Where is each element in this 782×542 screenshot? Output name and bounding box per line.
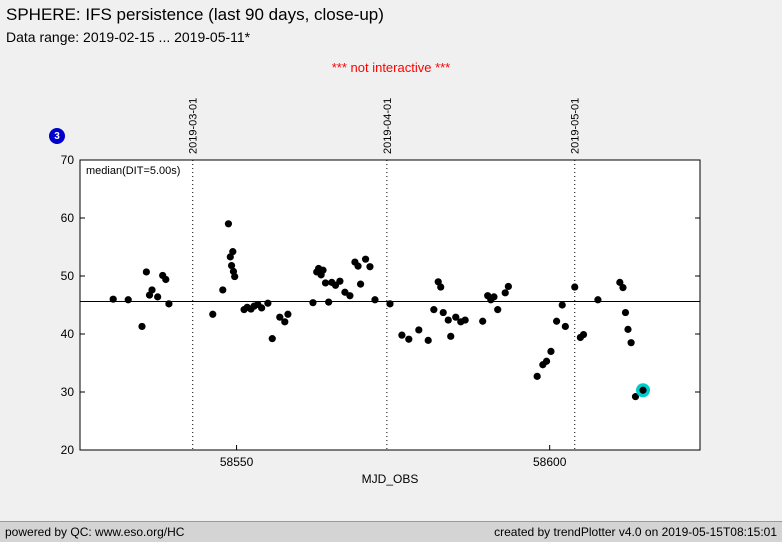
- data-point: [571, 283, 579, 291]
- data-point: [631, 393, 640, 401]
- data-point: [479, 317, 487, 325]
- data-point: [264, 299, 272, 307]
- data-point: [415, 326, 423, 334]
- data-point: [284, 310, 292, 318]
- data-point: [430, 306, 438, 314]
- data-point: [501, 289, 509, 297]
- chart: 20 30 40 50 60 70 58550 58600 2019-03-01 2019-04-…: [61, 98, 701, 486]
- data-point: [224, 220, 233, 228]
- data-point: [504, 282, 512, 291]
- data-point: [624, 325, 632, 333]
- data-point: [490, 293, 498, 301]
- data-point: [346, 292, 354, 300]
- data-point: [356, 280, 365, 288]
- data-point: [386, 300, 394, 308]
- x-axis-label: MJD_OBS: [362, 472, 419, 486]
- y-tick-label: 60: [61, 211, 75, 225]
- median-label: median(DIT=5.00s): [86, 165, 180, 177]
- chart-svg: 20 30 40 50 60 70 58550 58600 2019-03-01 2019-04-…: [61, 98, 701, 486]
- data-point: [579, 330, 588, 339]
- data-point: [227, 261, 236, 270]
- data-point: [109, 295, 117, 303]
- data-point: [354, 262, 362, 270]
- data-point: [229, 248, 237, 256]
- data-point: [452, 313, 460, 321]
- data-point: [124, 296, 132, 304]
- y-tick-label: 50: [61, 269, 75, 283]
- data-point: [444, 316, 452, 324]
- y-tick-label: 30: [61, 385, 75, 399]
- data-point: [561, 322, 569, 331]
- data-point: [542, 357, 551, 365]
- x-tick-label: 58550: [220, 455, 254, 469]
- data-point: [437, 283, 445, 291]
- data-point: [619, 284, 627, 292]
- data-range-subtitle: Data range: 2019-02-15 ... 2019-05-11*: [6, 29, 251, 45]
- data-point: [165, 300, 173, 308]
- data-point: [461, 316, 469, 324]
- page-title: SPHERE: IFS persistence (last 90 days, c…: [6, 5, 384, 24]
- y-tick-label: 70: [61, 153, 75, 167]
- data-point: [321, 279, 330, 287]
- data-point: [371, 296, 379, 304]
- data-point: [276, 313, 284, 321]
- data-point: [405, 335, 413, 343]
- data-point: [231, 272, 239, 281]
- data-point: [309, 299, 317, 307]
- data-point: [341, 288, 349, 296]
- data-point: [627, 339, 635, 347]
- data-point: [616, 278, 624, 286]
- data-point: [258, 304, 266, 312]
- data-point: [148, 286, 156, 294]
- date-line-label: 2019-04-01: [382, 98, 394, 154]
- data-point: [268, 335, 276, 343]
- plot-group-badge[interactable]: 3: [49, 128, 65, 144]
- data-point: [361, 255, 370, 263]
- data-point: [533, 372, 541, 380]
- data-point: [558, 301, 566, 309]
- data-point: [209, 310, 217, 318]
- footer-bar: powered by QC: www.eso.org/HC created by…: [0, 521, 782, 542]
- data-point: [447, 332, 455, 340]
- data-point: [494, 306, 502, 314]
- footer-created-by: created by trendPlotter v4.0 on 2019-05-…: [494, 525, 777, 539]
- data-point: [319, 266, 327, 274]
- data-point: [366, 263, 374, 271]
- highlighted-point: [639, 386, 647, 394]
- date-line-label: 2019-05-01: [570, 98, 582, 154]
- data-point: [424, 336, 432, 344]
- not-interactive-notice: *** not interactive ***: [331, 60, 451, 75]
- data-point: [162, 275, 170, 284]
- data-point: [336, 277, 344, 285]
- data-point: [439, 308, 447, 317]
- x-tick-label: 58600: [533, 455, 567, 469]
- data-point: [621, 308, 630, 317]
- data-point: [325, 298, 333, 306]
- data-point: [398, 331, 406, 339]
- data-point: [547, 347, 555, 355]
- y-tick-label: 40: [61, 327, 75, 341]
- data-point: [281, 318, 289, 326]
- data-point: [552, 317, 561, 325]
- date-line-label: 2019-03-01: [188, 98, 200, 154]
- y-tick-label: 20: [61, 443, 75, 457]
- data-point: [594, 296, 602, 304]
- data-point: [154, 293, 162, 301]
- footer-powered-by: powered by QC: www.eso.org/HC: [5, 525, 185, 539]
- data-point: [219, 286, 227, 294]
- data-point: [138, 322, 146, 331]
- data-point: [142, 268, 150, 276]
